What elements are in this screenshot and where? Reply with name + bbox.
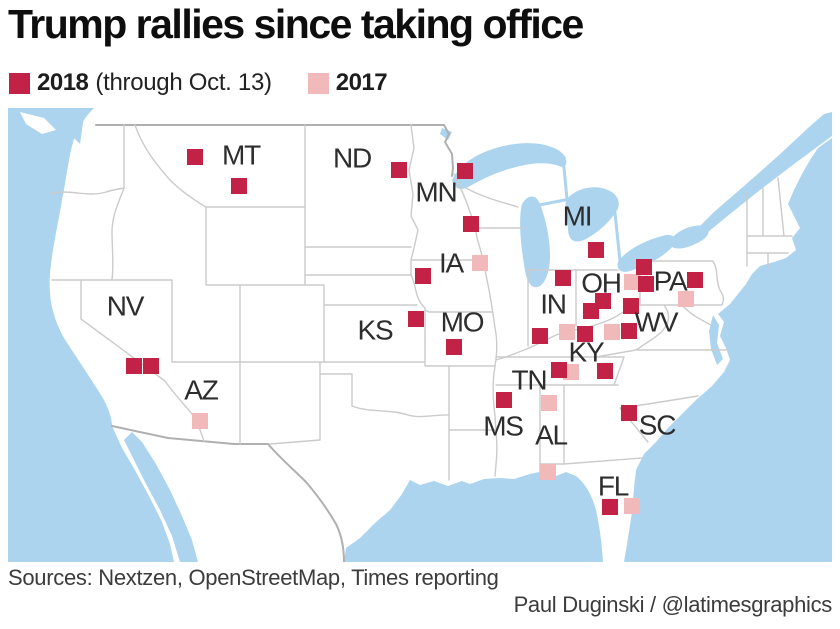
state-label-mt: MT	[222, 140, 261, 171]
atlantic-ocean	[624, 138, 832, 562]
state-borders-newengland	[746, 177, 793, 268]
state-label-az: AZ	[184, 375, 218, 406]
state-label-ky: KY	[569, 337, 605, 368]
lake-ontario	[669, 225, 709, 249]
rally-marker-2018	[415, 268, 431, 284]
rally-marker-2017	[540, 464, 556, 480]
rally-marker-2018	[532, 328, 548, 344]
rally-marker-2018	[187, 149, 203, 165]
state-label-ia: IA	[439, 248, 465, 279]
rally-marker-2017	[559, 324, 575, 340]
map-svg: MT ND MN MI NV IA OH PA IN KS MO WV KY AZ TN MS AL SC FL	[8, 108, 832, 563]
pacific-ocean	[8, 108, 174, 562]
rally-marker-2018	[463, 216, 479, 232]
legend-note-2018: (through Oct. 13)	[95, 69, 272, 96]
rally-marker-2018	[391, 162, 407, 178]
state-label-nv: NV	[107, 291, 145, 322]
state-label-sc: SC	[639, 410, 676, 441]
state-borders-midwest	[453, 173, 641, 477]
state-label-fl: FL	[598, 471, 629, 502]
rally-marker-2017	[624, 498, 640, 514]
legend-swatch-2017	[307, 72, 329, 94]
rally-marker-2018	[126, 358, 142, 374]
legend-label-2017: 2017	[335, 69, 388, 96]
rally-marker-2018	[687, 272, 703, 288]
lake-of-the-woods	[440, 128, 452, 140]
rally-marker-2018	[551, 362, 567, 378]
national-borders	[95, 124, 454, 563]
state-borders	[49, 124, 793, 481]
rally-marker-2018	[621, 405, 637, 421]
page-title: Trump rallies since taking office	[8, 1, 584, 47]
legend-label-2018: 2018	[37, 69, 89, 96]
rally-marker-2017	[192, 413, 208, 429]
rally-marker-2018	[231, 178, 247, 194]
state-label-mi: MI	[563, 201, 592, 232]
rally-marker-2017	[624, 274, 640, 290]
lake-michigan	[520, 196, 550, 288]
state-labels: MT ND MN MI NV IA OH PA IN KS MO WV KY AZ TN MS AL SC FL	[107, 140, 689, 502]
legend-swatch-2018	[9, 72, 30, 94]
rally-marker-2017	[604, 324, 620, 340]
rally-marker-2017	[472, 255, 488, 271]
sources-text: Sources: Nextzen, OpenStreetMap, Times r…	[8, 565, 499, 590]
lake-connector-channels	[537, 166, 675, 263]
state-label-wv: WV	[635, 307, 679, 338]
gulf-of-california	[124, 432, 198, 562]
state-label-ks: KS	[358, 315, 393, 346]
us-rally-map: MT ND MN MI NV IA OH PA IN KS MO WV KY AZ TN MS AL SC FL	[8, 108, 832, 563]
state-label-oh: OH	[581, 268, 621, 299]
state-borders-west	[49, 124, 353, 445]
state-label-in: IN	[540, 289, 566, 320]
rally-marker-2018	[623, 298, 639, 314]
rally-marker-2018	[602, 499, 618, 515]
rally-marker-2018	[577, 326, 593, 342]
rally-marker-2018	[457, 163, 473, 179]
rally-marker-2018	[638, 276, 654, 292]
rally-marker-2018	[636, 259, 652, 275]
rally-marker-2018	[583, 303, 599, 319]
vancouver-island	[20, 112, 56, 134]
rally-markers-2018	[126, 149, 703, 515]
state-label-pa: PA	[654, 266, 688, 297]
rally-marker-2018	[143, 358, 159, 374]
state-borders-plains	[171, 124, 496, 481]
legend: 2018 (through Oct. 13) 2017	[9, 69, 388, 97]
rally-marker-2018	[597, 363, 613, 379]
chesapeake-bay	[709, 315, 723, 365]
rally-marker-2018	[555, 270, 571, 286]
rally-marker-2017	[541, 395, 557, 411]
puget-sound	[72, 114, 84, 144]
lake-erie	[617, 235, 676, 272]
rally-marker-2018	[496, 392, 512, 408]
lake-superior	[452, 143, 567, 189]
credit-text: Paul Duginski / @latimesgraphics	[513, 592, 833, 617]
rally-marker-2018	[408, 311, 424, 327]
rally-marker-2018	[588, 242, 604, 258]
mexico-border	[111, 425, 345, 563]
state-label-nd: ND	[333, 143, 371, 174]
state-label-tn: TN	[512, 365, 547, 396]
state-label-ms: MS	[483, 411, 523, 442]
st-lawrence-river	[694, 112, 832, 240]
state-label-mo: MO	[441, 307, 484, 338]
lake-huron	[565, 187, 619, 242]
rally-marker-2018	[621, 323, 637, 339]
canada-border	[95, 124, 454, 177]
rally-marker-2017	[678, 291, 694, 307]
gulf-of-mexico	[344, 471, 603, 562]
state-label-mn: MN	[415, 177, 456, 208]
state-label-al: AL	[535, 420, 567, 451]
rally-marker-2018	[446, 339, 462, 355]
water-bodies	[8, 108, 832, 562]
